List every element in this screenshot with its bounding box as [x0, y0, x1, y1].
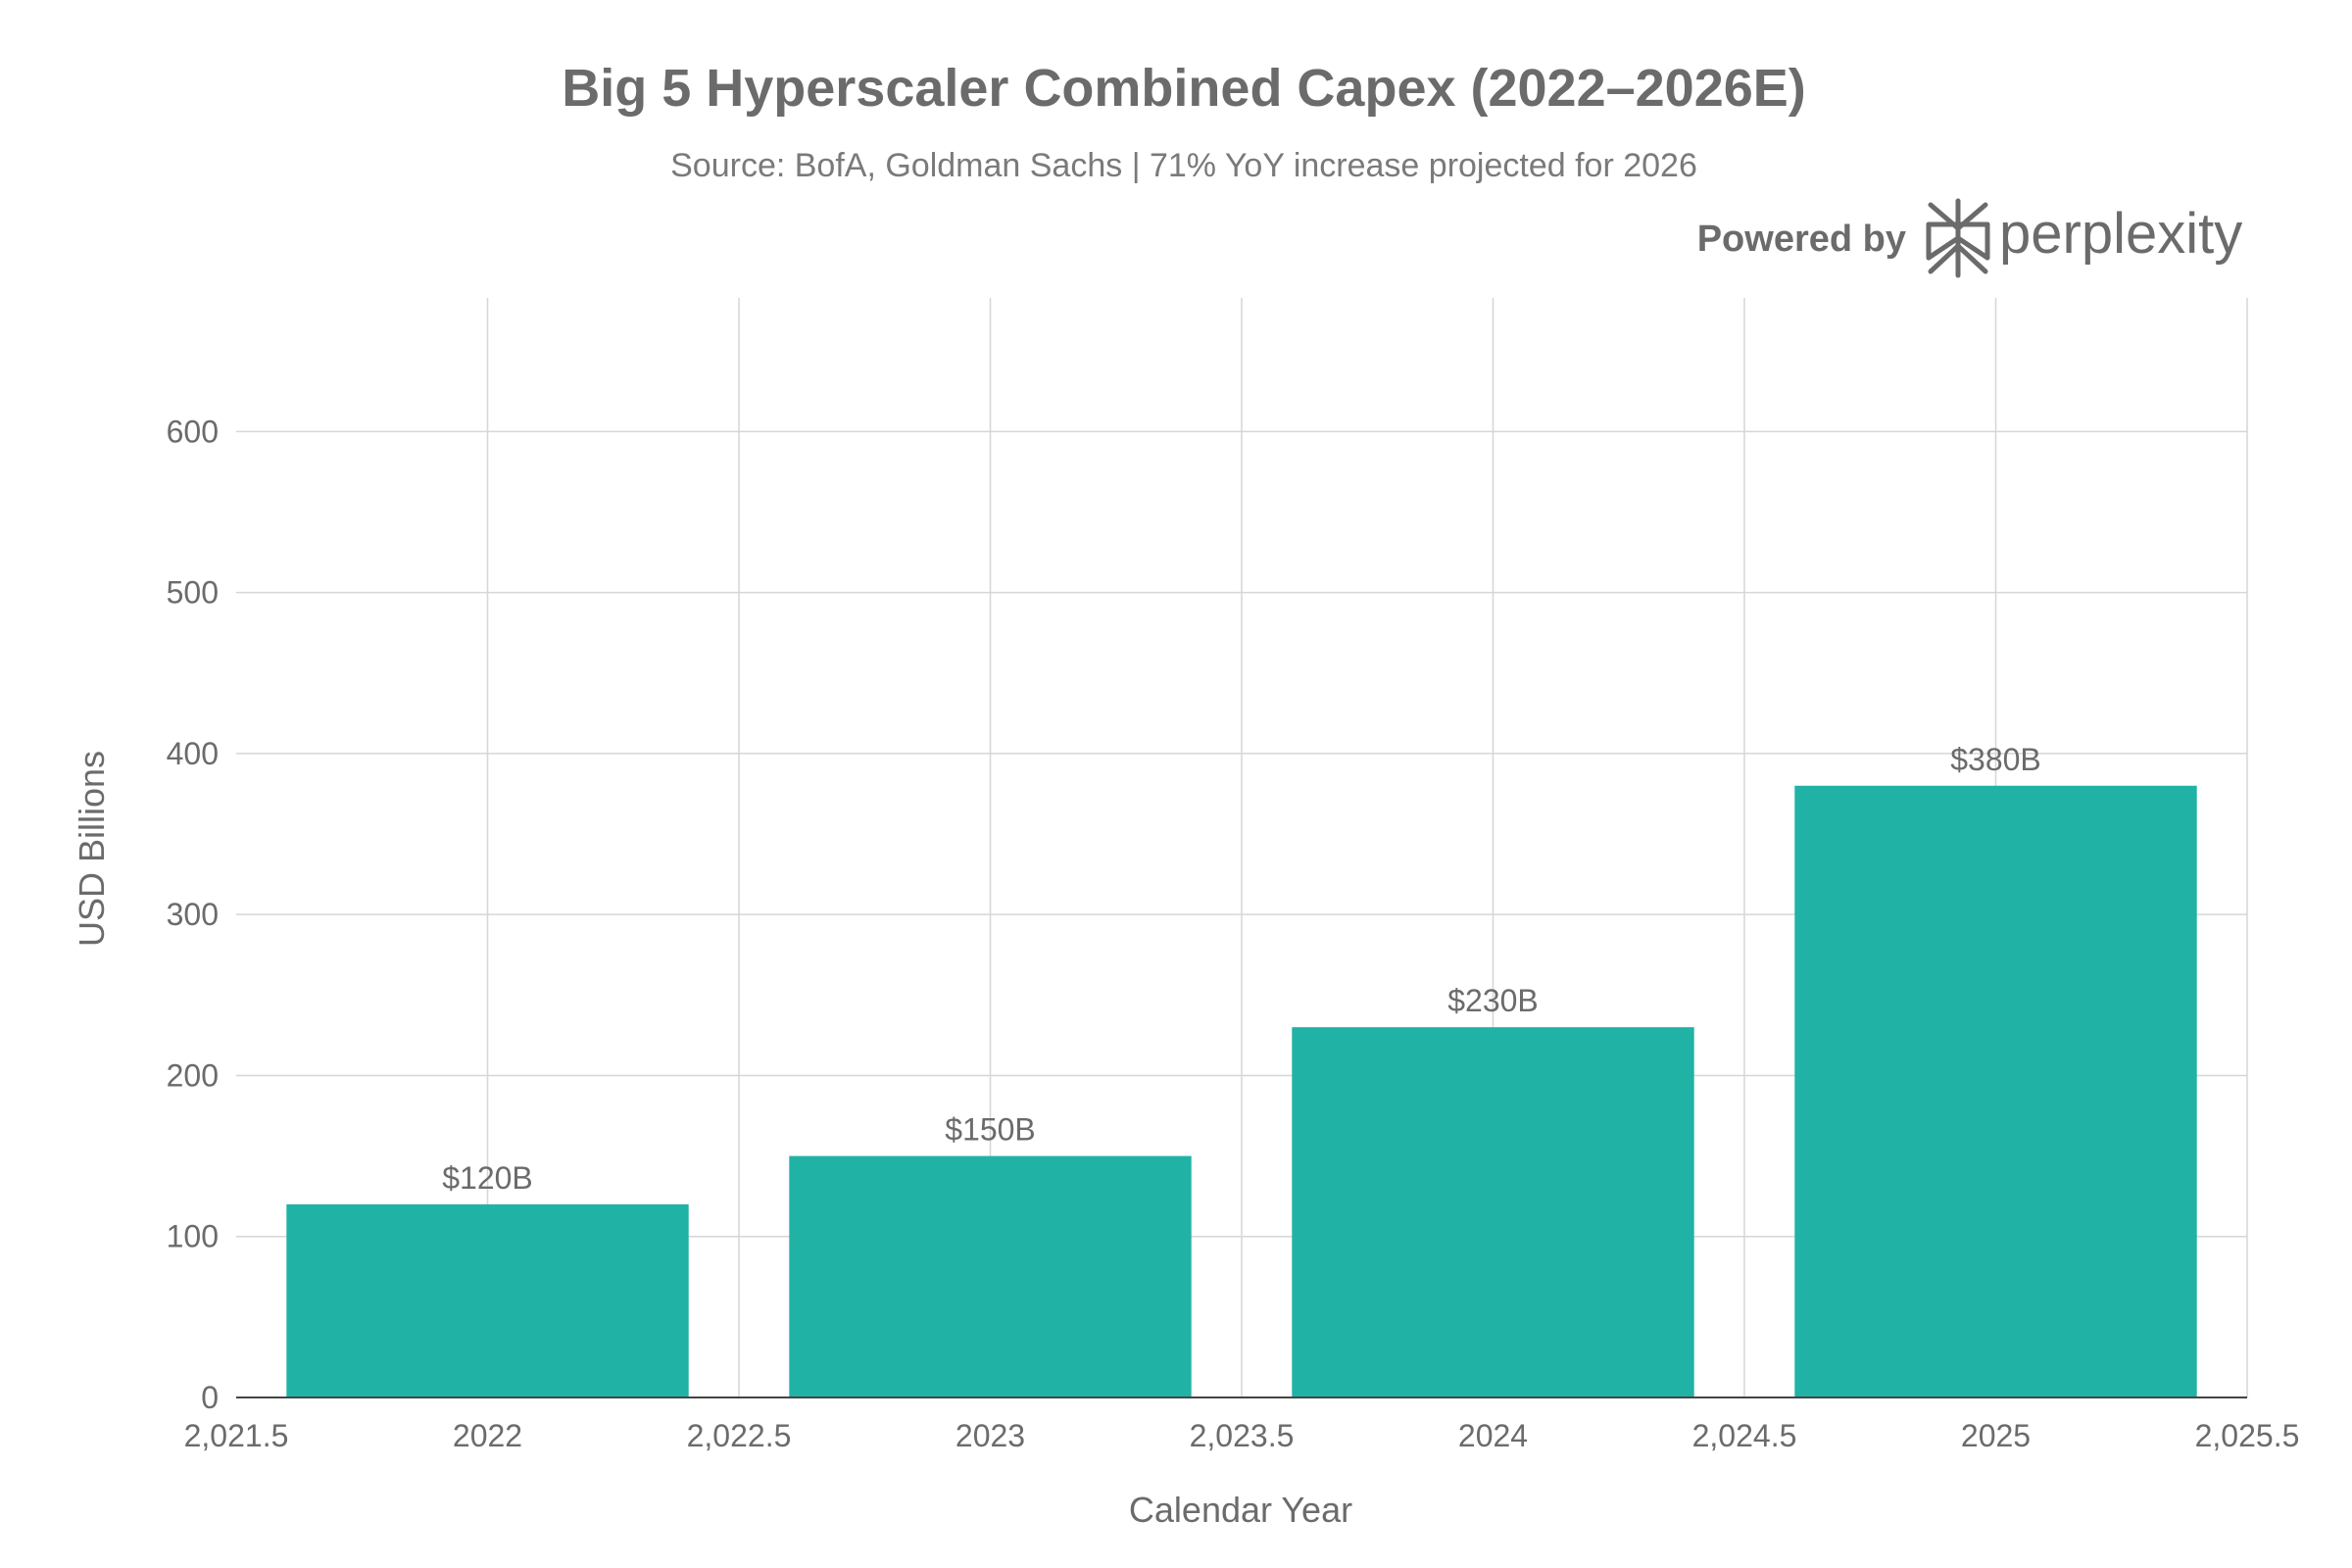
- y-tick-label: 200: [167, 1057, 219, 1093]
- x-tick-label: 2,022.5: [687, 1418, 792, 1453]
- y-tick-label: 400: [167, 736, 219, 771]
- data-label-2025: $380B: [1950, 742, 2041, 777]
- x-tick-label: 2,021.5: [184, 1418, 289, 1453]
- y-tick-label: 300: [167, 897, 219, 932]
- x-tick-label: 2023: [956, 1418, 1025, 1453]
- bar-2024[interactable]: [1292, 1027, 1694, 1397]
- bar-2022[interactable]: [286, 1203, 689, 1397]
- x-tick-label: 2,023.5: [1190, 1418, 1295, 1453]
- x-tick-label: 2,025.5: [2195, 1418, 2300, 1453]
- bar-2023[interactable]: [789, 1155, 1192, 1397]
- data-label-2024: $230B: [1447, 983, 1539, 1018]
- x-tick-label: 2025: [1961, 1418, 2031, 1453]
- y-tick-label: 100: [167, 1219, 219, 1254]
- chart-subtitle: Source: BofA, Goldman Sachs | 71% YoY in…: [670, 147, 1697, 184]
- y-axis-title: USD Billions: [72, 751, 112, 947]
- brand-name: perplexity: [1999, 202, 2242, 266]
- bar-2025[interactable]: [1794, 785, 2197, 1397]
- x-tick-label: 2022: [453, 1418, 522, 1453]
- perplexity-logo-icon: [1926, 198, 1990, 278]
- data-label-2023: $150B: [945, 1112, 1036, 1148]
- bars-layer: [286, 785, 2197, 1397]
- data-labels-layer: $120B $150B $230B $380B: [442, 742, 2041, 1196]
- y-tick-label: 0: [201, 1380, 219, 1415]
- axes-layer: 2,021.5 2022 2,022.5 2023 2,023.5 2024 2,024.5…: [167, 414, 2300, 1453]
- x-axis-title: Calendar Year: [1129, 1490, 1352, 1530]
- chart-title: Big 5 Hyperscaler Combined Capex (2022–2…: [562, 59, 1806, 118]
- powered-by-label: Powered by: [1697, 219, 1906, 260]
- x-tick-label: 2,024.5: [1692, 1418, 1797, 1453]
- data-label-2022: $120B: [442, 1160, 533, 1196]
- x-tick-label: 2024: [1458, 1418, 1528, 1453]
- y-tick-label: 500: [167, 575, 219, 611]
- y-tick-label: 600: [167, 414, 219, 449]
- powered-by-badge: Powered by perplexity: [1697, 198, 2242, 278]
